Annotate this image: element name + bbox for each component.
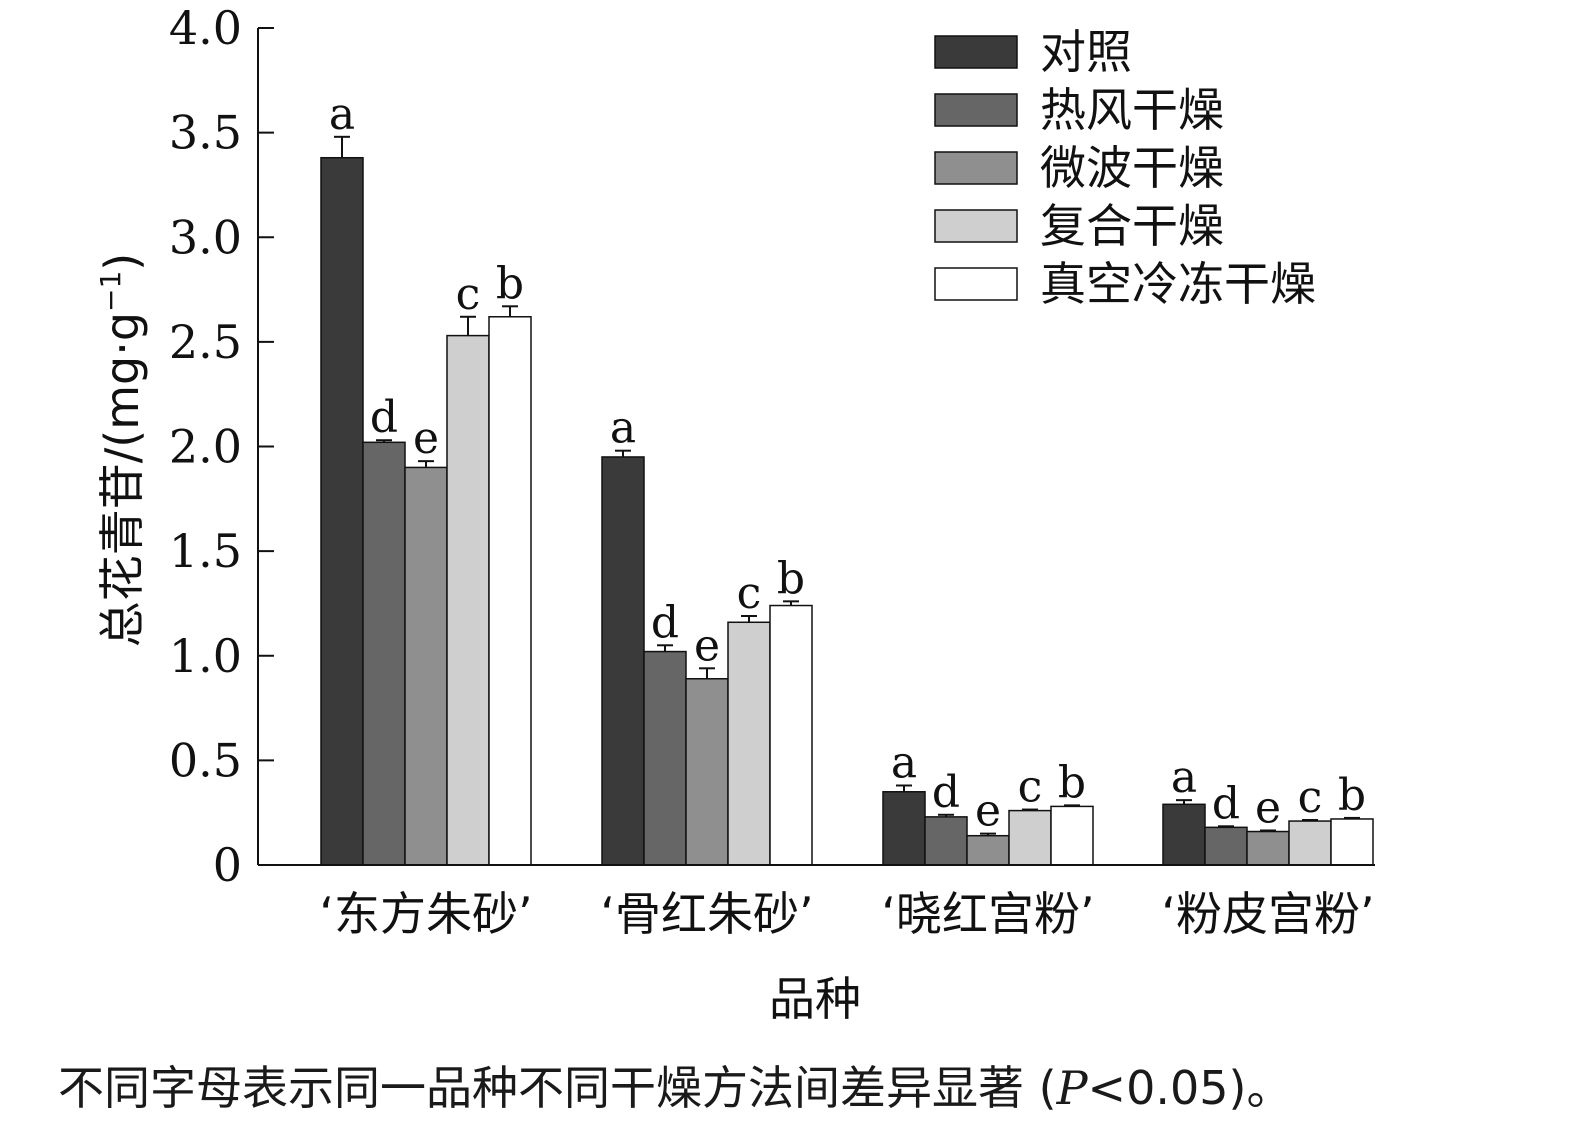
significance-letter: a — [329, 89, 355, 140]
legend-swatch — [934, 35, 1018, 69]
y-axis-label: 总花青苷/(mg·g−1) — [94, 253, 149, 648]
bar — [924, 816, 968, 866]
y-tick-label: 2.0 — [169, 420, 242, 474]
significance-letter: c — [1298, 772, 1323, 823]
significance-letter: a — [1171, 752, 1197, 803]
bar — [685, 678, 729, 866]
significance-letter: c — [1018, 762, 1043, 813]
bar — [1288, 820, 1332, 866]
y-axis-label-exponent: −1 — [94, 271, 127, 312]
footnote: 不同字母表示同一品种不同干燥方法间差异显著 (P<0.05)。 — [58, 1052, 1292, 1118]
significance-letter: e — [1255, 782, 1281, 833]
x-tick-label: ‘晓红宫粉’ — [881, 887, 1094, 941]
bar — [1330, 818, 1374, 866]
legend-swatch — [934, 93, 1018, 127]
footnote-tail: <0.05)。 — [1087, 1061, 1293, 1115]
x-tick-label: ‘粉皮宫粉’ — [1161, 887, 1374, 941]
significance-letter: a — [891, 737, 917, 788]
bar — [966, 834, 1010, 866]
bar — [320, 156, 364, 866]
y-tick-label: 4.0 — [169, 1, 242, 55]
y-tick-label: 3.5 — [169, 106, 242, 160]
significance-letter: e — [694, 620, 720, 671]
x-axis: ‘东方朱砂’ ‘骨红朱砂’ ‘晓红宫粉’ ‘粉皮宫粉’ — [258, 864, 1375, 941]
significance-letter: d — [932, 767, 960, 818]
significance-letter: c — [737, 568, 762, 619]
bar — [1050, 805, 1094, 866]
legend-label: 真空冷冻干燥 — [1040, 257, 1316, 311]
bar — [601, 456, 645, 866]
x-tick-label: ‘东方朱砂’ — [319, 887, 532, 941]
significance-letter: c — [456, 269, 481, 320]
y-axis-label-close: ) — [95, 253, 149, 271]
bar — [882, 791, 926, 866]
bar — [488, 316, 532, 866]
significance-letter: a — [610, 403, 636, 454]
bar — [362, 441, 406, 866]
bar — [404, 466, 448, 866]
bar — [1162, 803, 1206, 866]
y-axis: 0 0.5 1.0 1.5 2.0 2.5 3.0 3.5 4.0 — [169, 1, 274, 892]
bar — [1246, 830, 1290, 866]
significance-letter: b — [496, 258, 524, 309]
legend-label: 对照 — [1040, 25, 1132, 79]
footnote-p: P — [1056, 1061, 1088, 1115]
legend-swatch — [934, 209, 1018, 243]
significance-letter: d — [370, 392, 398, 443]
legend-label: 热风干燥 — [1040, 83, 1224, 137]
y-tick-label: 3.0 — [169, 210, 242, 264]
bar — [1008, 809, 1052, 866]
y-tick-label: 1.5 — [169, 524, 242, 578]
bar — [446, 334, 490, 866]
significance-letter: d — [651, 597, 679, 648]
y-tick-label: 0.5 — [169, 733, 242, 787]
bar — [727, 621, 771, 866]
legend-swatch — [934, 151, 1018, 185]
y-tick-label: 1.0 — [169, 629, 242, 683]
bar — [643, 650, 687, 866]
x-axis-label: 品种 — [769, 972, 861, 1026]
legend-swatch — [934, 267, 1018, 301]
bar — [1204, 826, 1248, 866]
significance-letter: b — [1058, 757, 1086, 808]
bar — [769, 604, 813, 866]
significance-letter: b — [777, 553, 805, 604]
significance-letter: d — [1212, 778, 1240, 829]
significance-letter: e — [975, 786, 1001, 837]
legend-label: 复合干燥 — [1040, 199, 1224, 253]
y-tick-label: 2.5 — [169, 315, 242, 369]
y-tick-label: 0 — [213, 838, 242, 892]
bars: ad ec bad ec bad e c b ad e c b — [320, 89, 1374, 866]
x-tick-label: ‘骨红朱砂’ — [600, 887, 813, 941]
footnote-main: 不同字母表示同一品种不同干燥方法间差异显著 ( — [58, 1061, 1057, 1115]
y-axis-label-main: 总花青苷/(mg·g — [95, 312, 149, 647]
legend-label: 微波干燥 — [1040, 141, 1224, 195]
significance-letter: e — [413, 413, 439, 464]
significance-letter: b — [1338, 770, 1366, 821]
